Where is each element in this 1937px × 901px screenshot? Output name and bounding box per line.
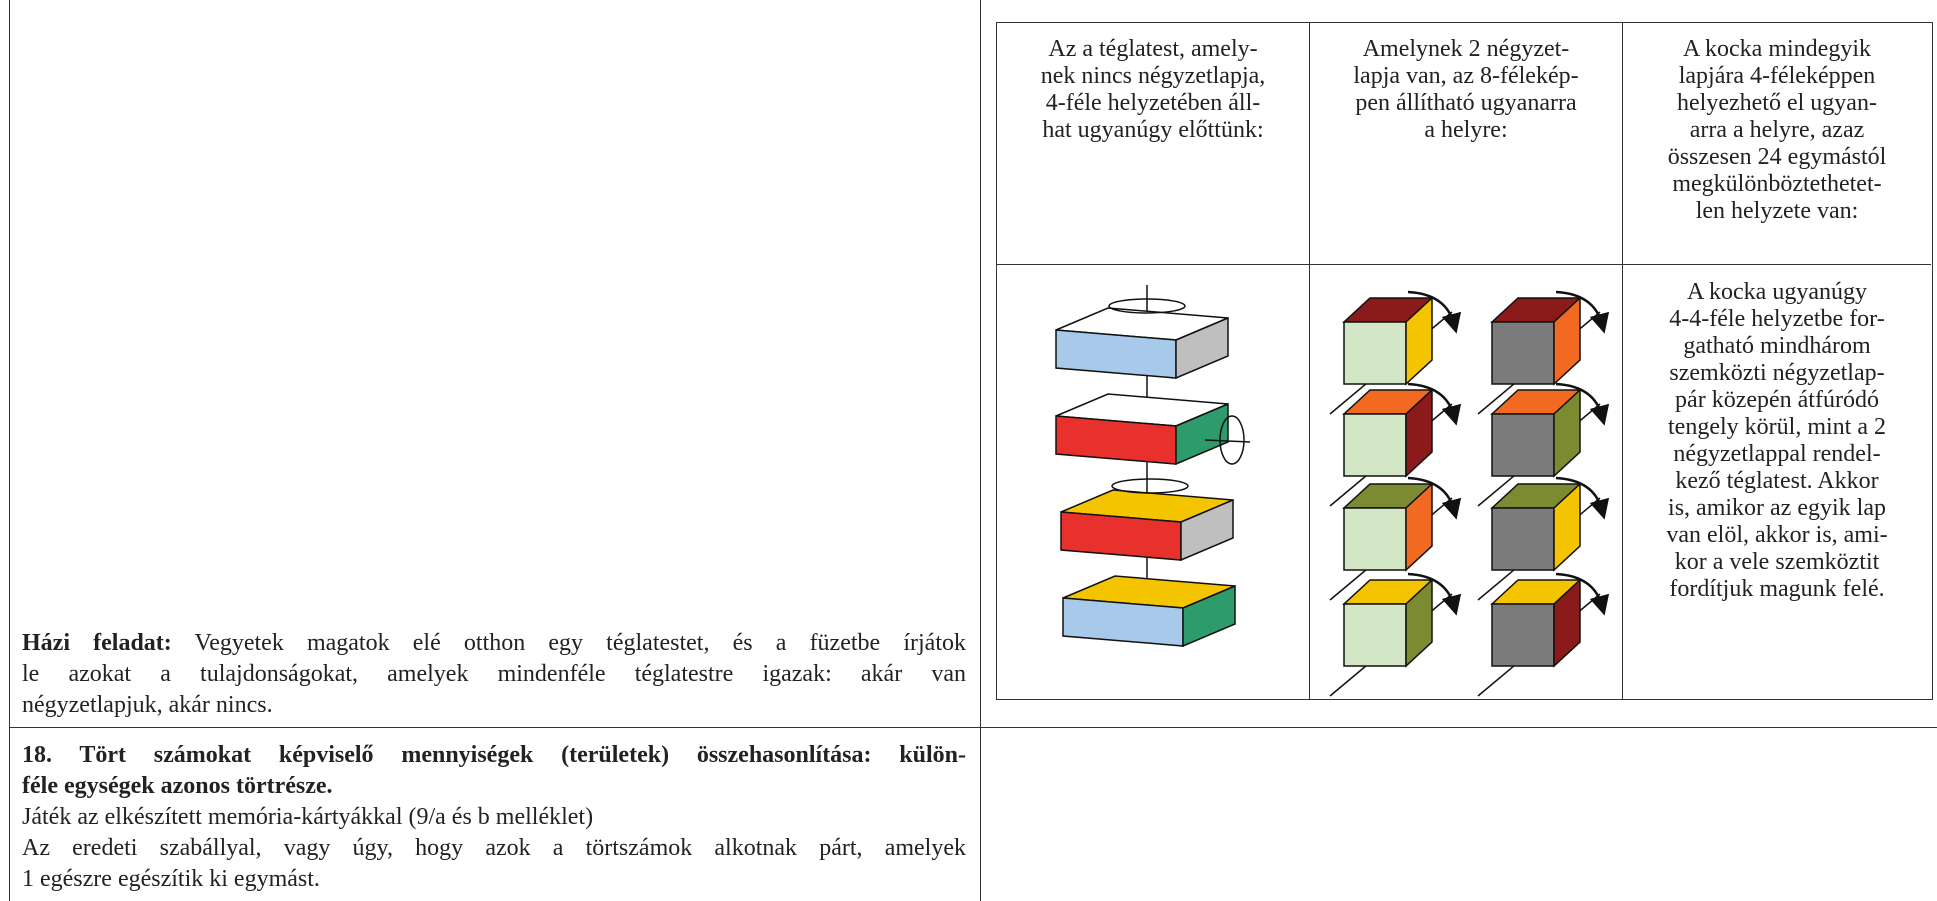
text-line: kező téglatest. Akkor	[1675, 468, 1879, 494]
section: 18. Tört számokat képviselő mennyiségek …	[22, 740, 966, 895]
cube-front	[1491, 321, 1555, 385]
cube-side	[1553, 482, 1581, 572]
text-line: a helyre:	[1424, 117, 1508, 143]
slab-side	[1180, 498, 1234, 562]
rotation-arrow	[1555, 290, 1610, 334]
text-line: A kocka ugyanúgy	[1687, 279, 1867, 305]
text-line: is, amikor az egyik lap	[1668, 495, 1886, 521]
axis	[1204, 439, 1251, 443]
cube-front	[1343, 603, 1407, 667]
homework-line: Házi feladat: Vegyetek magatok elé ottho…	[22, 628, 966, 659]
rule	[980, 0, 981, 901]
text-line: 4-4-féle helyzetbe for-	[1669, 306, 1885, 332]
table	[996, 22, 1933, 700]
cube-side	[1405, 388, 1433, 478]
rotation-arrow	[1407, 572, 1462, 616]
text-line: négyzetlapjuk, akár nincs.	[22, 692, 273, 718]
cube-side	[1553, 578, 1581, 668]
text-line: len helyzete van:	[1695, 198, 1859, 224]
text-line: helyezhető el ugyan-	[1677, 90, 1877, 116]
table-cell: Az a téglatest, amely-nek nincs négyzetl…	[998, 36, 1308, 144]
text-line: pár közepén átfúródó	[1675, 387, 1879, 413]
text-line: Az eredeti szabállyal, vagy úgy, hogy az…	[22, 835, 966, 861]
cube-front	[1343, 413, 1407, 477]
rotation-arrow	[1407, 382, 1462, 426]
rule	[9, 727, 1937, 728]
text-line: megkülönböztethetet-	[1672, 171, 1882, 197]
rule	[9, 0, 10, 901]
table-cell: A kocka ugyanúgy 4-4-féle helyzetbe for-g…	[1624, 279, 1930, 603]
rotation-arrow	[1555, 572, 1610, 616]
text-line: lapjára 4-féleképpen	[1678, 63, 1876, 89]
cube-side	[1405, 578, 1433, 668]
text-line: Amelynek 2 négyzet-	[1362, 36, 1570, 62]
cube-side	[1405, 482, 1433, 572]
text-line: tengely körül, mint a 2	[1668, 414, 1886, 440]
table-cell: A kocka mindegyik lapjára 4-féleképpen hel…	[1624, 36, 1930, 225]
slab-side	[1175, 316, 1229, 380]
rotation-arrow	[1555, 382, 1610, 426]
slab-side	[1175, 402, 1229, 466]
text-line: Az a téglatest, amely-	[1048, 36, 1258, 62]
text-line: fordítjuk magunk felé.	[1669, 576, 1885, 602]
cube-front	[1343, 321, 1407, 385]
cube-front	[1491, 603, 1555, 667]
rotation-loop	[1111, 478, 1189, 494]
text-line: 4-féle helyzetében áll-	[1045, 90, 1261, 116]
rotation-arrow	[1407, 476, 1462, 520]
text-line: hat ugyanúgy előttünk:	[1042, 117, 1264, 143]
text-line: Játék az elkészített memória-kártyákkal …	[22, 804, 594, 830]
homework-label: Házi feladat:	[22, 630, 172, 656]
rotation-arrow	[1555, 476, 1610, 520]
cube-front	[1491, 507, 1555, 571]
rule	[1622, 22, 1623, 699]
rotation-arrow	[1407, 290, 1462, 334]
text-line: nek nincs négyzetlapja,	[1040, 63, 1266, 89]
rotation-loop	[1108, 298, 1186, 314]
text-line: 1 egészre egészítik ki egymást.	[22, 866, 320, 892]
text-line: 18. Tört számokat képviselő mennyiségek …	[22, 742, 966, 768]
text-line: kor a vele szemköztit	[1674, 549, 1880, 575]
text-line: van elöl, akkor is, ami-	[1666, 522, 1888, 548]
cube-side	[1553, 296, 1581, 386]
rule	[1309, 22, 1310, 699]
homework-text: Vegyetek magatok elé otthon egy téglates…	[194, 630, 966, 656]
text-line: A kocka mindegyik	[1683, 36, 1871, 62]
cube-side	[1553, 388, 1581, 478]
text-line: négyzetlappal rendel-	[1673, 441, 1881, 467]
cube-front	[1343, 507, 1407, 571]
text-line: féle egységek azonos törtrésze.	[22, 773, 333, 799]
homework: Házi feladat: Vegyetek magatok elé ottho…	[22, 628, 966, 721]
text-line: szemközti négyzetlap-	[1669, 360, 1885, 386]
cube-front	[1491, 413, 1555, 477]
table-cell: Amelynek 2 négyzet-lapja van, az 8-félek…	[1311, 36, 1621, 144]
rule	[996, 264, 1931, 265]
cube-side	[1405, 296, 1433, 386]
text-line: pen állítható ugyanarra	[1355, 90, 1577, 116]
text-line: összesen 24 egymástól	[1667, 144, 1887, 170]
text-line: lapja van, az 8-félekép-	[1353, 63, 1579, 89]
text-line: arra a helyre, azaz	[1689, 117, 1865, 143]
text-line: gatható mindhárom	[1683, 333, 1871, 359]
text-line: le azokat a tulajdonságokat, amelyek min…	[22, 661, 966, 687]
slab-side	[1182, 584, 1236, 648]
